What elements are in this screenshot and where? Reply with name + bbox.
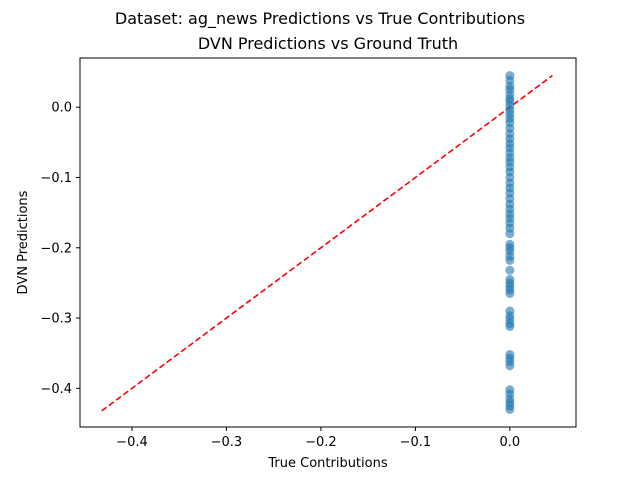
y-tick-label: −0.1: [40, 171, 72, 186]
data-points: [505, 71, 515, 414]
x-tick-label: −0.3: [211, 435, 243, 450]
data-point: [505, 288, 515, 298]
x-axis-label: True Contributions: [267, 456, 387, 471]
figure-suptitle: Dataset: ag_news Predictions vs True Con…: [115, 9, 525, 29]
data-point: [505, 361, 515, 371]
plot-frame: [79, 57, 577, 428]
y-tick-label: −0.2: [40, 241, 72, 256]
data-point: [505, 229, 515, 239]
data-point: [505, 404, 515, 414]
y-axis-label: DVN Predictions: [16, 190, 31, 294]
y-tick-label: −0.4: [40, 382, 72, 397]
y-tick-label: 0.0: [51, 101, 72, 116]
x-tick-label: −0.1: [400, 435, 432, 450]
data-point: [505, 265, 515, 275]
x-tick-label: −0.2: [305, 435, 337, 450]
reference-line: [101, 74, 553, 412]
x-tick-label: −0.4: [116, 435, 148, 450]
data-point: [505, 321, 515, 331]
y-axis-ticks: 0.0 −0.1 −0.2 −0.3 −0.4: [40, 101, 80, 397]
x-axis-ticks: −0.4 −0.3 −0.2 −0.1 0.0: [116, 427, 520, 450]
reference-line-layer: [101, 74, 553, 412]
x-tick-label: 0.0: [500, 435, 521, 450]
y-tick-label: −0.3: [40, 312, 72, 327]
chart-title: DVN Predictions vs Ground Truth: [198, 34, 458, 53]
data-point: [505, 255, 515, 265]
